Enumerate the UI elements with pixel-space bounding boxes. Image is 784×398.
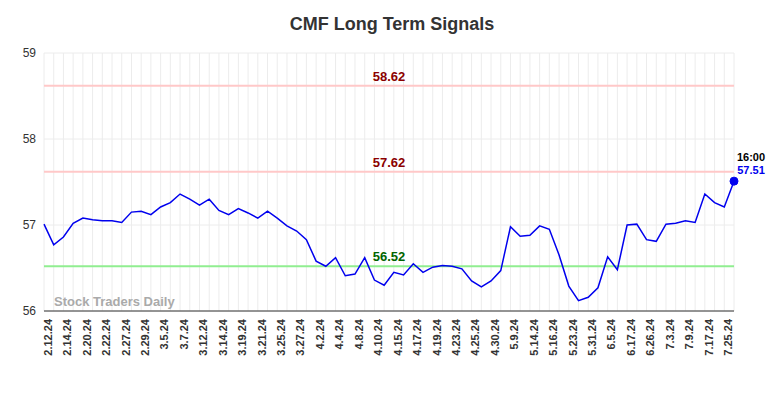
svg-text:4.4.24: 4.4.24 [333,318,345,349]
svg-text:2.27.24: 2.27.24 [120,318,132,356]
svg-text:3.14.24: 3.14.24 [217,318,229,356]
svg-text:3.27.24: 3.27.24 [294,318,306,356]
svg-text:5.14.24: 5.14.24 [528,318,540,356]
svg-text:6.26.24: 6.26.24 [644,318,656,356]
svg-text:3.7.24: 3.7.24 [178,318,190,349]
svg-text:59: 59 [23,46,37,60]
svg-text:4.17.24: 4.17.24 [411,318,423,356]
svg-text:57: 57 [23,218,37,232]
svg-text:4.10.24: 4.10.24 [372,318,384,356]
svg-text:2.14.24: 2.14.24 [61,318,73,356]
html-text:Stock Traders Daily: Stock Traders Daily [54,294,175,309]
svg-text:57.51: 57.51 [737,164,765,176]
svg-text:6.17.24: 6.17.24 [625,318,637,356]
svg-text:4.19.24: 4.19.24 [431,318,443,356]
svg-text:56: 56 [23,304,37,318]
svg-text:4.8.24: 4.8.24 [353,318,365,349]
svg-text:5.9.24: 5.9.24 [508,318,520,349]
svg-text:3.25.24: 3.25.24 [275,318,287,356]
svg-text:2.22.24: 2.22.24 [100,318,112,356]
svg-text:3.21.24: 3.21.24 [256,318,268,356]
svg-text:5.31.24: 5.31.24 [586,318,598,356]
svg-text:5.16.24: 5.16.24 [547,318,559,356]
svg-text:7.9.24: 7.9.24 [683,318,695,349]
svg-text:2.20.24: 2.20.24 [81,318,93,356]
svg-text:4.15.24: 4.15.24 [392,318,404,356]
svg-text:6.5.24: 6.5.24 [605,318,617,349]
svg-text:2.29.24: 2.29.24 [139,318,151,356]
svg-text:2.12.24: 2.12.24 [42,318,54,356]
svg-text:4.2.24: 4.2.24 [314,318,326,349]
svg-text:3.12.24: 3.12.24 [197,318,209,356]
svg-text:58: 58 [23,132,37,146]
svg-text:57.62: 57.62 [373,155,406,170]
svg-text:5.23.24: 5.23.24 [567,318,579,356]
svg-text:56.52: 56.52 [373,249,406,264]
svg-text:3.5.24: 3.5.24 [158,318,170,349]
svg-text:7.17.24: 7.17.24 [703,318,715,356]
svg-text:7.25.24: 7.25.24 [722,318,734,356]
svg-text:4.30.24: 4.30.24 [489,318,501,356]
svg-text:4.25.24: 4.25.24 [469,318,481,356]
svg-text:16:00: 16:00 [737,151,765,163]
svg-text:7.3.24: 7.3.24 [664,318,676,349]
svg-text:58.62: 58.62 [373,69,406,84]
svg-text:4.23.24: 4.23.24 [450,318,462,356]
html-text:CMF Long Term Signals: CMF Long Term Signals [289,14,495,34]
svg-text:3.19.24: 3.19.24 [236,318,248,356]
